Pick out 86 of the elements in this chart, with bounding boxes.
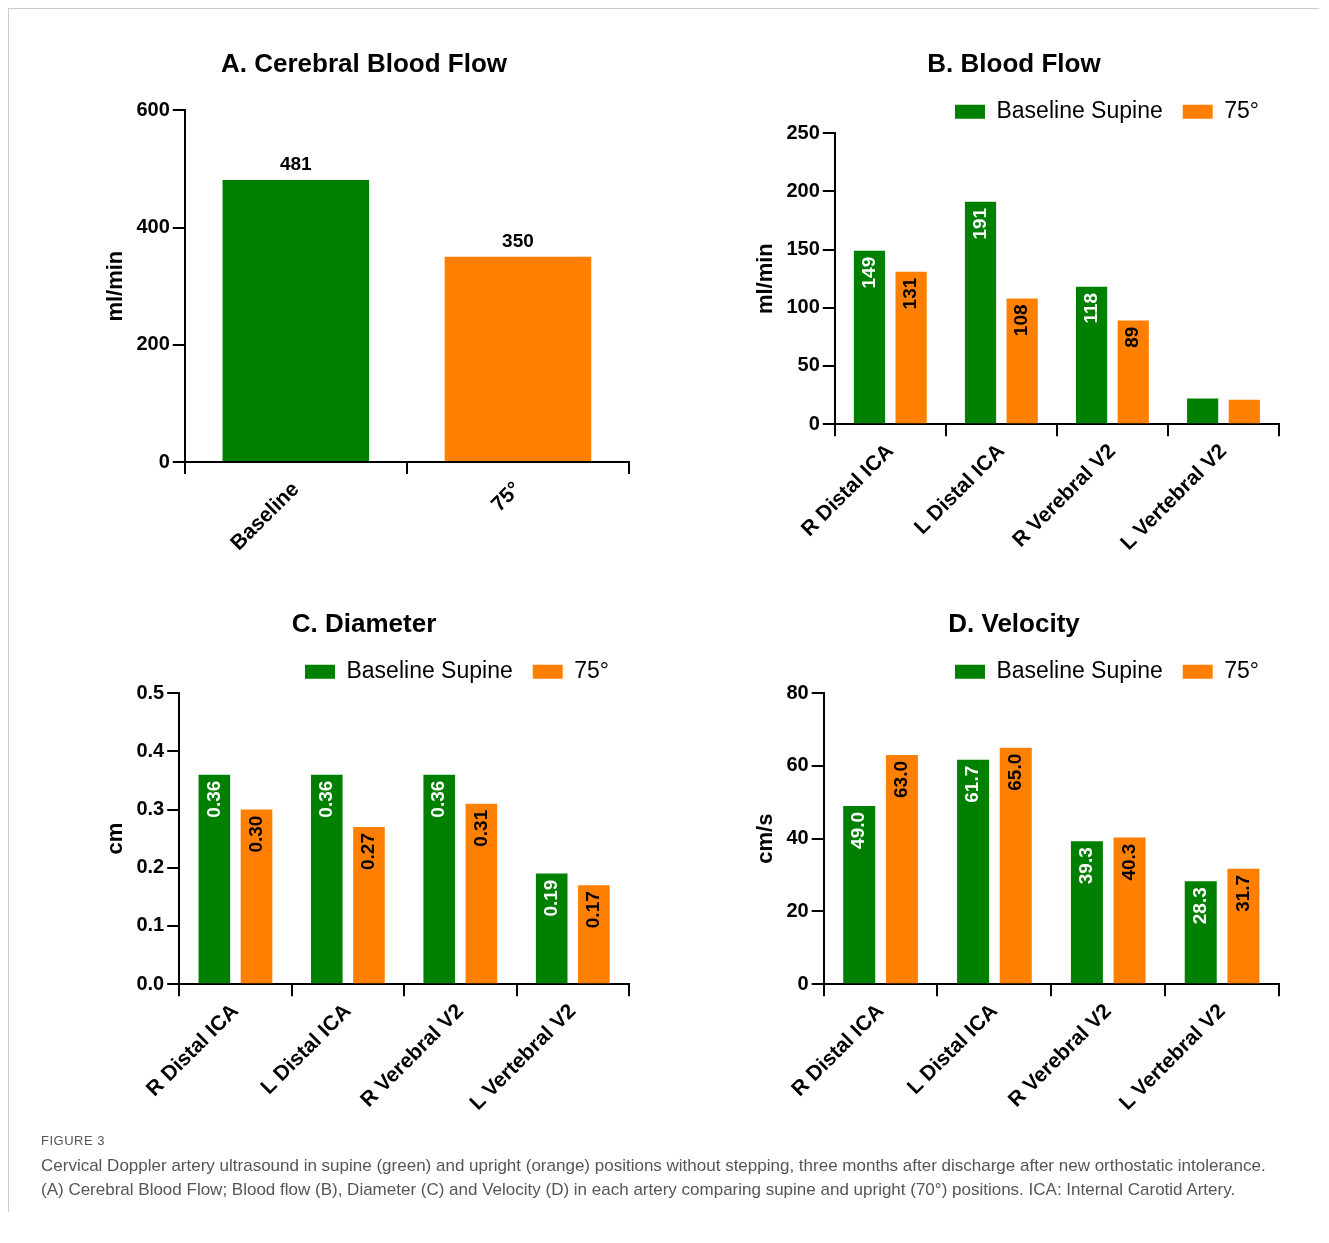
y-axis-title: cm [102, 822, 128, 855]
chart-title: A. Cerebral Blood Flow [220, 47, 508, 78]
data-label: 0.27 [357, 833, 379, 871]
bar [1070, 841, 1103, 984]
data-label: 65.0 [1003, 753, 1025, 791]
y-tick-label: 200 [136, 332, 170, 355]
data-label: 0.17 [582, 891, 604, 929]
bar [964, 201, 997, 424]
data-label: 63.0 [890, 761, 912, 799]
data-label: 481 [279, 152, 313, 174]
data-label: 0.36 [202, 780, 224, 818]
bar [1187, 398, 1219, 424]
bar [1117, 320, 1149, 424]
y-tick-label: 80 [786, 680, 809, 703]
bar [1113, 837, 1146, 984]
data-label: 108 [1010, 304, 1032, 337]
legend-label: 75° [574, 657, 609, 684]
chart-title: D. Velocity [948, 607, 1081, 638]
data-label: 89 [1121, 326, 1143, 348]
y-axis-title: ml/min [752, 243, 778, 315]
data-label: 350 [502, 229, 534, 251]
y-tick-label: 0.2 [136, 855, 165, 878]
bar [1184, 881, 1217, 984]
y-tick-label: 150 [786, 237, 820, 260]
x-tick-label: 75° [486, 476, 525, 516]
bar [310, 774, 343, 984]
y-tick-label: 60 [786, 753, 809, 776]
data-label: 31.7 [1231, 874, 1253, 912]
bar [843, 805, 876, 984]
data-label: 49.0 [847, 811, 869, 849]
bar [957, 759, 990, 984]
y-tick-label: 0 [158, 449, 170, 472]
bar [423, 774, 456, 984]
bar [1227, 868, 1260, 984]
bar [1075, 286, 1108, 424]
y-tick-label: 0.3 [136, 797, 165, 820]
data-label: 118 [1079, 292, 1101, 324]
data-label: 149 [857, 256, 879, 289]
y-tick-label: 0.5 [136, 680, 165, 703]
bar [198, 774, 231, 984]
data-label: 0.19 [539, 879, 561, 917]
bar [885, 755, 918, 984]
data-label: 61.7 [961, 765, 983, 803]
y-tick-label: 600 [136, 97, 170, 120]
bar [1006, 298, 1038, 424]
chart-title: B. Blood Flow [927, 47, 1102, 78]
legend-label: 75° [1224, 657, 1259, 684]
y-tick-label: 200 [786, 178, 820, 201]
data-label: 0.36 [427, 780, 449, 818]
y-tick-label: 20 [786, 898, 809, 921]
bar [853, 250, 886, 424]
data-label: 28.3 [1188, 887, 1210, 925]
y-axis-title: cm/s [752, 813, 778, 864]
legend-label: 75° [1224, 97, 1259, 124]
data-label: 40.3 [1117, 843, 1139, 881]
bar [535, 873, 568, 984]
text: Cervical Doppler artery ultrasound in supine (green) and upright (orange) positions without stepping, three months after discharge after new orthostatic intolerance. (A) Cerebral Blood Flow; Blood flow (B), Diameter (C) and Velocity (D) in each artery comparing supine and upright (70°) positions. ICA: Internal Carotid Artery. [41, 1155, 1267, 1201]
caption: FIGURE 3 [41, 1133, 106, 1148]
bar [353, 827, 385, 984]
bar [895, 271, 927, 424]
data-label: 0.31 [469, 809, 491, 847]
y-tick-label: 100 [786, 295, 820, 318]
y-tick-label: 400 [136, 215, 170, 238]
y-tick-label: 50 [797, 353, 820, 376]
y-tick-label: 0.1 [136, 913, 165, 936]
bar [999, 747, 1032, 984]
y-tick-label: 0.4 [136, 738, 166, 761]
y-tick-label: 0 [808, 411, 820, 434]
data-label: 131 [899, 277, 921, 310]
y-tick-label: 0.0 [136, 971, 165, 994]
bar [1228, 399, 1260, 424]
data-label: 0.30 [244, 815, 266, 853]
y-axis-title: ml/min [102, 250, 128, 322]
bar [465, 803, 498, 984]
data-label: 0.36 [315, 780, 337, 818]
y-tick-label: 40 [786, 826, 809, 849]
y-tick-label: 250 [786, 120, 820, 143]
y-tick-label: 0 [797, 971, 809, 994]
bar [240, 809, 273, 984]
chart-title: C. Diameter [291, 607, 437, 638]
data-label: 39.3 [1075, 847, 1097, 885]
legend-label: Baseline Supine [996, 97, 1163, 124]
legend-label: Baseline Supine [346, 657, 513, 684]
bar [578, 885, 610, 984]
legend-label: Baseline Supine [996, 657, 1163, 684]
data-label: 191 [968, 207, 990, 240]
